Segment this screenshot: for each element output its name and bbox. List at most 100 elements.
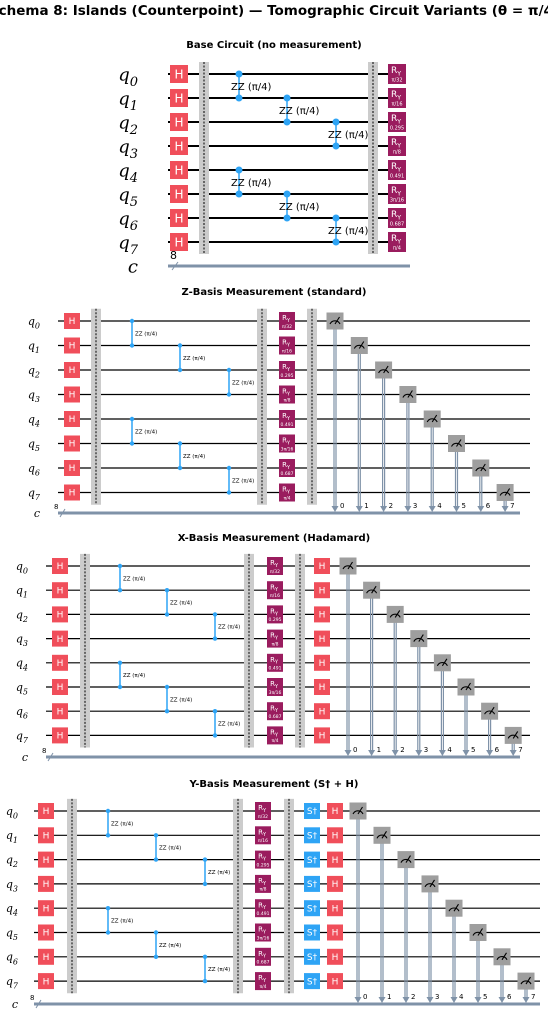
meter-needle <box>477 928 483 936</box>
measure-arrow <box>522 997 530 1003</box>
ry-subscript: Y <box>274 563 278 569</box>
s-dagger-gate-label: S† <box>307 856 318 866</box>
ry-label: RY <box>282 461 290 471</box>
zz-label: ZZ (π/4) <box>111 919 133 925</box>
s-dagger-gate-label: S† <box>307 904 318 914</box>
h-gate <box>327 851 343 868</box>
qubit-index: 4 <box>129 171 138 186</box>
h-gate-label: H <box>332 977 339 987</box>
s-dagger-gate-label: S† <box>307 832 318 842</box>
ry-label: RY <box>282 486 290 496</box>
ry-gate <box>388 232 406 252</box>
meter-arc <box>402 393 414 398</box>
ry-param: π/4 <box>259 984 266 990</box>
ry-gate <box>267 678 283 696</box>
ry-subscript: Y <box>286 391 290 397</box>
ry-gate <box>267 702 283 721</box>
ry-param: 3π/16 <box>390 198 404 204</box>
s-dagger-gate-label: S† <box>307 977 318 987</box>
h-gate-label: H <box>69 415 76 425</box>
ry-label: RY <box>258 877 266 887</box>
h-gate <box>314 582 330 599</box>
meter-needle <box>334 316 340 325</box>
panel-title: Y-Basis Measurement (S† + H) <box>188 779 358 790</box>
classical-label: c <box>34 507 40 520</box>
ry-param: π/32 <box>282 324 292 330</box>
classical-label: c <box>22 751 28 764</box>
h-gate-label: H <box>57 562 64 572</box>
zz-dot <box>332 238 340 246</box>
h-gate-label: H <box>174 115 183 129</box>
measure-arrow <box>368 750 376 756</box>
ry-param: 0.295 <box>390 126 404 132</box>
qubit-label: q5 <box>6 926 18 942</box>
qubit-label: q5 <box>16 681 28 697</box>
ry-subscript: Y <box>286 342 290 348</box>
qubit-label: q2 <box>6 853 18 869</box>
ry-param: 3π/16 <box>269 690 282 696</box>
qubit-label: q4 <box>6 902 18 918</box>
qubit-index: 3 <box>23 639 28 648</box>
meter-arc <box>353 344 365 349</box>
barrier <box>244 553 254 748</box>
qubit-index: 0 <box>35 321 40 330</box>
h-gate <box>327 924 343 941</box>
h-gate <box>64 362 80 378</box>
measure-index: 1 <box>387 993 391 1001</box>
measure-index: 6 <box>486 502 491 510</box>
zz-dot <box>226 490 232 495</box>
h-gate <box>64 386 80 403</box>
h-gate <box>170 137 188 155</box>
ry-param: 3π/16 <box>257 935 270 941</box>
measure-index: 6 <box>507 993 512 1001</box>
ry-subscript: Y <box>396 118 401 125</box>
zz-label: ZZ (π/4) <box>279 106 320 117</box>
s-dagger-gate-label: S† <box>307 953 318 963</box>
qubit-index: 7 <box>35 493 41 502</box>
h-gate-label: H <box>43 807 50 817</box>
ry-subscript: Y <box>274 635 278 641</box>
zz-dot <box>129 416 135 422</box>
zz-dot <box>117 563 123 569</box>
s-dagger-gate <box>304 973 320 990</box>
s-dagger-gate <box>304 875 320 892</box>
qubit-label: q6 <box>28 462 40 478</box>
h-gate-label: H <box>332 856 339 866</box>
classical-slash <box>35 999 42 1009</box>
meter-needle <box>429 879 435 888</box>
h-gate <box>170 65 188 83</box>
zz-dot <box>226 465 232 471</box>
h-gate <box>38 851 54 868</box>
zz-dot <box>212 733 218 738</box>
ry-label: RY <box>282 412 290 422</box>
meter-arc <box>475 467 487 472</box>
ry-param: π/8 <box>393 150 401 156</box>
h-gate-label: H <box>332 953 339 963</box>
ry-param: 0.687 <box>281 471 294 477</box>
ry-gate <box>388 112 406 132</box>
classical-slash <box>171 261 179 271</box>
zz-label: ZZ (π/4) <box>208 967 230 973</box>
ry-param: π/32 <box>391 78 402 84</box>
h-gate-label: H <box>174 163 183 177</box>
ry-subscript: Y <box>274 611 278 617</box>
s-dagger-gate <box>304 900 320 917</box>
measure-arrow <box>391 750 399 756</box>
h-gate <box>38 948 54 965</box>
h-gate-label: H <box>332 904 339 914</box>
ry-gate <box>255 826 271 845</box>
ry-param: 0.687 <box>390 222 404 228</box>
h-gate-label: H <box>43 880 50 890</box>
zz-dot <box>177 367 183 373</box>
meter-needle <box>405 855 411 863</box>
measure-arrow <box>402 997 410 1003</box>
meter-needle <box>489 706 495 715</box>
qubit-label: q2 <box>28 364 40 380</box>
qubit-label: q0 <box>16 560 28 576</box>
zz-dot <box>129 318 135 324</box>
h-gate-label: H <box>174 211 183 225</box>
ry-subscript: Y <box>274 732 278 738</box>
h-gate <box>327 803 343 819</box>
ry-label: RY <box>258 926 266 936</box>
h-gate-label: H <box>319 707 326 717</box>
